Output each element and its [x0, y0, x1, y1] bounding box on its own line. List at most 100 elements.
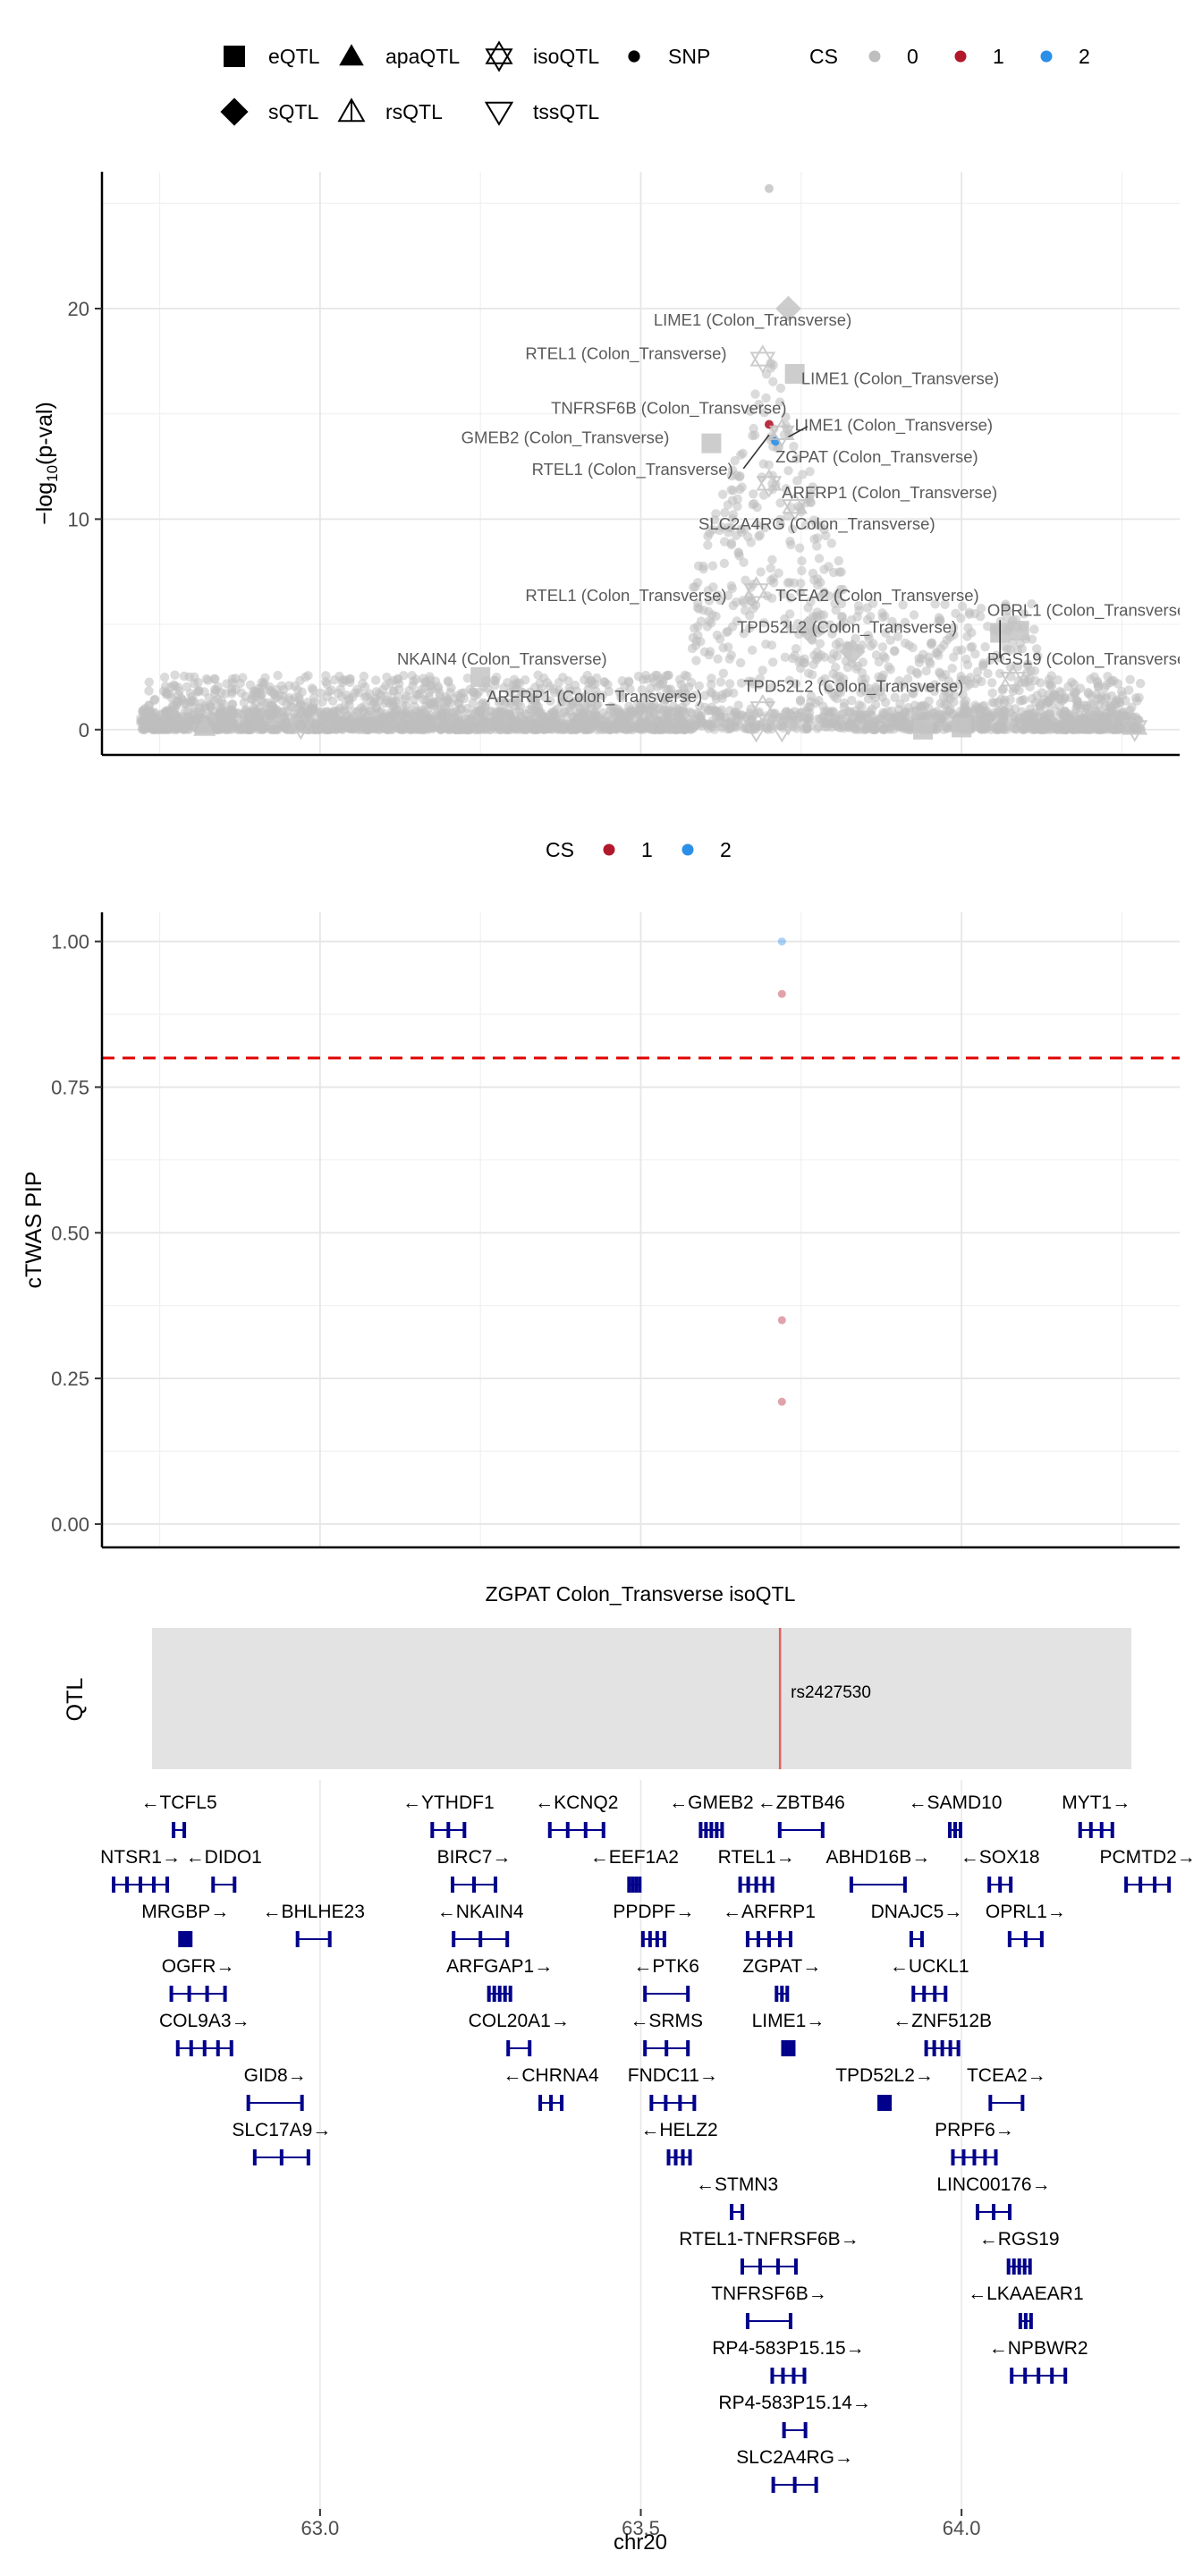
background-snp: [724, 679, 735, 689]
background-snp: [534, 708, 544, 719]
background-snp: [739, 557, 749, 567]
background-snp: [895, 711, 905, 721]
background-snp: [443, 676, 453, 686]
gene-exon-31: [940, 2040, 944, 2056]
background-snp: [555, 689, 565, 699]
background-snp: [821, 530, 831, 541]
background-snp: [1033, 651, 1043, 661]
background-snp: [643, 709, 653, 719]
background-snp: [176, 693, 187, 704]
background-snp: [605, 701, 616, 712]
background-snp: [732, 494, 742, 504]
background-snp: [727, 513, 738, 524]
background-snp: [467, 723, 477, 733]
background-snp: [987, 688, 997, 699]
background-snp: [231, 720, 241, 730]
background-snp: [800, 520, 811, 530]
gene-exon-22: [205, 1986, 209, 2002]
legend-cs-items: 0 1 2: [868, 45, 1090, 68]
background-snp: [759, 408, 769, 418]
background-snp: [972, 674, 983, 684]
pip-plot-y-ticks: 0.00 0.25 0.50 0.75 1.00: [51, 931, 102, 1536]
top-legend: eQTL apaQTL isoQTL SNP sQTL rsQTL tssQTL CS 0 1…: [220, 40, 1090, 126]
qtl-label-9: SLC2A4RG (Colon_Transverse): [698, 514, 935, 534]
background-snp: [1072, 699, 1082, 709]
gene-exon-6: [1088, 1822, 1093, 1838]
background-snp: [951, 608, 961, 619]
legend-cs-1-dot: [954, 50, 967, 63]
gene-exon-26: [922, 1986, 927, 2002]
pip-points: [777, 937, 786, 1406]
gene-exon-3: [709, 1822, 714, 1838]
qtl-point-17-mark2: [775, 714, 801, 736]
background-snp: [546, 696, 555, 706]
gene-exon-4: [820, 1822, 825, 1838]
background-snp: [475, 720, 485, 730]
background-snp: [170, 670, 180, 680]
background-snp: [1027, 598, 1037, 609]
background-snp: [935, 614, 945, 625]
gene-exon-37: [306, 2149, 310, 2165]
background-snp: [880, 628, 891, 638]
background-snp: [688, 632, 698, 643]
gene-label-0: ←TCFL5: [140, 1792, 216, 1813]
background-snp: [924, 657, 935, 667]
gene-exon-35: [883, 2095, 887, 2111]
gene-exon-26: [944, 1986, 948, 2002]
gene-exon-8: [211, 1877, 216, 1893]
gene-exon-11: [762, 1877, 766, 1893]
background-snp: [827, 629, 837, 639]
gene-exon-11: [770, 1877, 775, 1893]
background-snp: [1120, 713, 1130, 723]
gene-exon-25: [775, 1986, 779, 2002]
legend-apaQTL-icon-mark: [339, 44, 364, 66]
background-snp: [778, 589, 788, 599]
gene-exon-31: [956, 2040, 961, 2056]
background-snp: [808, 482, 817, 492]
background-snp: [144, 677, 154, 687]
background-snp: [761, 369, 772, 379]
background-snp: [856, 688, 866, 698]
leader-line: [788, 426, 808, 438]
background-snp: [558, 724, 568, 733]
leader-line: [742, 434, 770, 470]
gene-list: ←TCFL5 ←YTHDF1 ←KCNQ2 ←GMEB2 ←ZBTB46 ←SAMD10 M…: [100, 1792, 1196, 2493]
background-snp: [686, 677, 697, 688]
gene-exon-47: [1010, 2368, 1014, 2384]
gene-x-tick-label: 63.5: [622, 2517, 660, 2539]
background-snp: [929, 708, 939, 718]
background-snp: [346, 715, 357, 725]
background-snp: [1001, 601, 1011, 612]
qtl-point-6: [701, 433, 722, 453]
background-snp: [789, 441, 799, 452]
background-snp: [502, 724, 512, 734]
background-snp: [182, 682, 192, 692]
background-snp: [926, 682, 935, 693]
legend-tssQTL-label: tssQTL: [533, 100, 599, 123]
background-snp: [1002, 612, 1012, 623]
background-snp: [886, 715, 897, 724]
legend-eQTL-icon-mark: [224, 46, 245, 67]
gene-exon-3: [720, 1822, 724, 1838]
background-snp: [749, 489, 758, 499]
gene-label-10: ←EEF1A2: [590, 1847, 679, 1868]
background-snp: [1089, 672, 1099, 682]
gene-label-40: ←STMN3: [696, 2174, 778, 2195]
background-snp: [454, 720, 465, 731]
background-snp: [189, 679, 199, 689]
pip-plot-grid: [102, 912, 1180, 1547]
gene-exon-5: [958, 1822, 962, 1838]
background-snp: [887, 616, 897, 626]
background-snp: [930, 599, 940, 609]
background-snp: [520, 708, 530, 719]
background-snp: [893, 631, 903, 641]
gene-exon-12: [849, 1877, 853, 1893]
gene-exon-33: [560, 2095, 564, 2111]
background-snp: [956, 645, 967, 655]
background-snp: [603, 680, 613, 690]
background-snp: [216, 711, 226, 721]
background-snp: [583, 709, 594, 720]
background-snp: [728, 600, 739, 611]
qtl-points: [193, 183, 1148, 743]
background-snp: [824, 562, 834, 572]
